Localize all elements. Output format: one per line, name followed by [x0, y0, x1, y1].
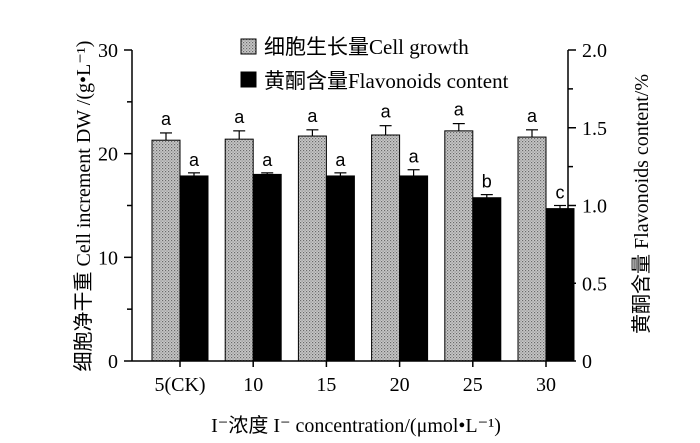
y-left-axis-title: 细胞净干重 Cell increment DW /(g•L⁻¹): [72, 41, 95, 372]
x-tick-label: 25: [463, 374, 483, 396]
significance-label-cell-growth: a: [527, 106, 538, 126]
x-tick-label: 30: [536, 374, 556, 396]
significance-label-flavonoids: c: [556, 183, 565, 203]
legend-label-flavonoids: 黄酮含量Flavonoids content: [264, 69, 509, 93]
bar-flavonoids: [325, 175, 355, 362]
bar-cell-growth: [517, 136, 547, 362]
y-left-tick-label: 0: [108, 351, 118, 373]
y-right-tick-label: 0: [582, 351, 592, 373]
y-right-axis-title: 黄酮含量 Flavonoids content/%: [630, 74, 653, 334]
legend-swatch-cell-growth: [240, 38, 257, 55]
bar-flavonoids: [472, 197, 502, 362]
legend-label-cell-growth: 细胞生长量Cell growth: [264, 35, 469, 59]
bar-flavonoids: [179, 175, 209, 362]
legend-swatch-flavonoids: [240, 71, 257, 88]
bar-flavonoids: [545, 208, 575, 362]
significance-label-cell-growth: a: [454, 100, 465, 120]
y-left-tick-label: 20: [98, 144, 118, 166]
axes: 5(CK) 10 15 20 25 30 0 10 20 30 0 0.5 1.0 1.5 2.0 细胞净干重…: [72, 40, 653, 437]
y-right-tick-label: 2.0: [582, 40, 607, 62]
significance-label-cell-growth: a: [234, 107, 245, 127]
x-tick-label: 20: [390, 374, 410, 396]
bar-cell-growth: [224, 138, 254, 362]
significance-label-flavonoids: a: [262, 150, 273, 170]
significance-label-cell-growth: a: [161, 109, 172, 129]
significance-label-flavonoids: a: [409, 147, 420, 167]
x-axis-title: I⁻浓度 I⁻ concentration/(μmol•L⁻¹): [211, 414, 501, 437]
bar-cell-growth: [444, 130, 474, 362]
y-right-tick-label: 0.5: [582, 273, 607, 295]
y-right-tick-label: 1.5: [582, 118, 607, 140]
significance-label-cell-growth: a: [307, 106, 318, 126]
bar-cell-growth: [297, 135, 327, 362]
x-tick-label: 5(CK): [154, 374, 205, 396]
significance-label-flavonoids: a: [335, 150, 346, 170]
x-tick-label: 15: [316, 374, 336, 396]
bar-flavonoids: [252, 173, 282, 362]
bar-cell-growth: [371, 134, 401, 362]
legend: 细胞生长量Cell growth 黄酮含量Flavonoids content: [240, 35, 509, 93]
significance-label-flavonoids: a: [189, 150, 200, 170]
bar-flavonoids: [399, 175, 429, 362]
y-left-tick-label: 10: [98, 247, 118, 269]
y-left-tick-label: 30: [98, 40, 118, 62]
y-right-tick-label: 1.0: [582, 196, 607, 218]
significance-label-cell-growth: a: [381, 102, 392, 122]
plot-area: a a a a a a a a a b a c: [151, 100, 575, 362]
significance-label-flavonoids: b: [482, 172, 492, 192]
x-tick-label: 10: [243, 374, 263, 396]
bar-cell-growth: [151, 139, 181, 362]
